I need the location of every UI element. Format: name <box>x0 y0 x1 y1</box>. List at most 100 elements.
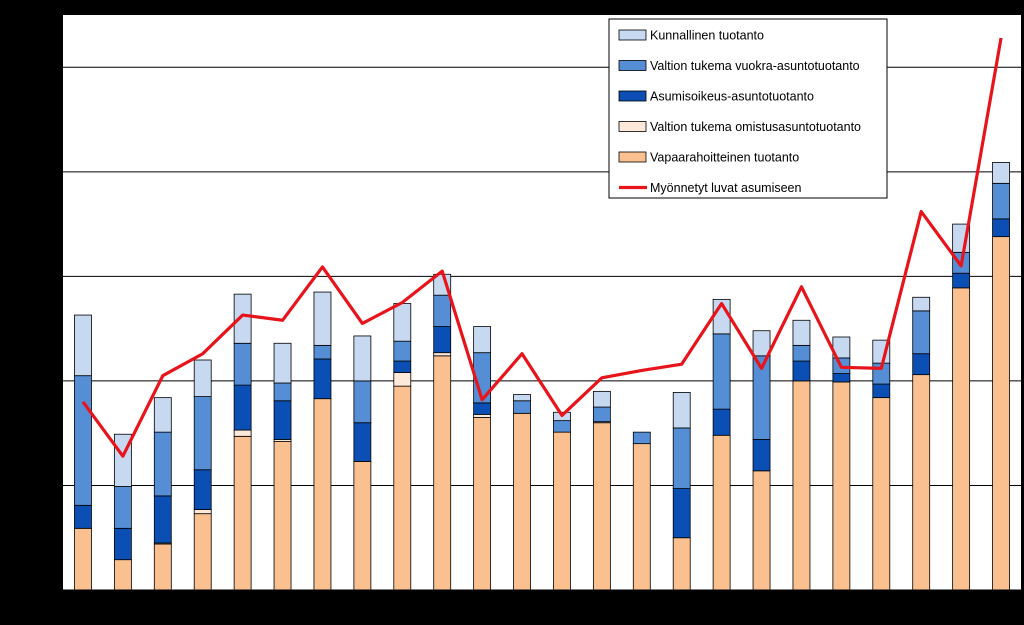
bar-segment-4 <box>353 380 372 424</box>
bar-segment-4 <box>553 420 571 433</box>
bar-segment-4 <box>193 396 212 471</box>
legend-swatch-2 <box>618 60 647 71</box>
bar-segment-5 <box>74 314 92 377</box>
bar-segment-1 <box>433 355 452 591</box>
legend-box <box>608 18 888 199</box>
bar-segment-1 <box>792 380 811 591</box>
x-tick-label: 2006 <box>549 600 576 614</box>
x-tick-label: 2004 <box>469 600 496 614</box>
bar-segment-3 <box>433 326 452 354</box>
x-tick-label: 1999 <box>269 600 296 614</box>
bar-segment-1 <box>832 381 851 591</box>
bar-segment-4 <box>113 486 132 529</box>
bar-segment-5 <box>313 291 332 346</box>
bar-segment-1 <box>353 461 372 591</box>
bar-segment-5 <box>992 162 1010 184</box>
y-tick-label: 3 000 <box>21 269 51 283</box>
x-tick-labels: 1994 1995 1996 1997 1998 1999 2000 2001 2002 2003… <box>70 600 1015 614</box>
permits-line-path <box>81 37 1003 458</box>
bar-segment-4 <box>233 342 252 386</box>
bar-segment-5 <box>473 326 492 354</box>
x-tick-label: 2017 <box>988 600 1015 614</box>
x-tick-label: 2013 <box>828 600 855 614</box>
bar-segment-2 <box>473 413 492 418</box>
bar-segment-1 <box>632 443 651 591</box>
x-tick-label: 2008 <box>628 600 655 614</box>
x-tick-label: 1995 <box>110 600 137 614</box>
legend-label: Valtion tukema vuokra-asuntotuotanto <box>650 59 860 73</box>
legend-swatch-3 <box>618 90 647 102</box>
x-tick-label: 2000 <box>309 600 336 614</box>
bar-segment-4 <box>672 427 691 489</box>
bar-segment-3 <box>912 353 931 376</box>
x-tick-label: 2003 <box>429 600 456 614</box>
bar-segment-1 <box>113 559 132 591</box>
bar-segment-2 <box>393 372 412 387</box>
bar-segment-4 <box>153 431 172 497</box>
x-tick-label: 2009 <box>668 600 695 614</box>
bar-segment-1 <box>473 417 492 591</box>
bar-segment-3 <box>712 408 731 436</box>
x-tick-label: 2001 <box>349 600 376 614</box>
bar-segment-1 <box>74 527 92 591</box>
bar-segment-5 <box>353 335 372 382</box>
legend-swatch-5 <box>618 151 647 163</box>
legend-swatch-1 <box>618 29 647 41</box>
bar-segment-4 <box>273 382 292 402</box>
bar-segment-1 <box>952 287 971 591</box>
bar-segment-5 <box>393 303 412 342</box>
x-tick-label: 2011 <box>749 600 775 614</box>
bar-segment-4 <box>712 333 731 410</box>
bar-segment-3 <box>393 360 412 373</box>
x-tick-label: 1998 <box>229 600 256 614</box>
bar-segment-1 <box>712 434 731 591</box>
bar-segment-2 <box>433 352 452 357</box>
bar-segment-3 <box>74 504 92 529</box>
permits-line <box>81 37 1003 458</box>
legend-label: Asumisoikeus-asuntotuotanto <box>650 90 814 104</box>
bar-segment-3 <box>473 402 492 415</box>
bar-segment-2 <box>233 429 252 437</box>
bar-segment-3 <box>952 272 971 289</box>
legend-label: Vapaarahoitteinen tuotanto <box>650 151 799 165</box>
x-tick-label: 1994 <box>70 600 97 614</box>
x-tick-label: 2012 <box>788 600 815 614</box>
legend-swatch-4 <box>618 121 647 132</box>
bar-segment-4 <box>393 340 412 362</box>
bar-segment-4 <box>992 182 1010 220</box>
bar-segment-5 <box>792 319 811 346</box>
bar-segment-1 <box>233 435 252 591</box>
bar-segment-4 <box>313 344 332 360</box>
bar-segment-3 <box>672 488 691 539</box>
bar-segment-1 <box>912 374 931 591</box>
bar-segment-3 <box>273 400 292 440</box>
bar-segment-3 <box>872 383 891 399</box>
x-tick-label: 2014 <box>868 600 895 614</box>
bar-segment-1 <box>672 537 691 591</box>
bar-segment-3 <box>193 469 212 510</box>
y-tick-label: 2 000 <box>21 374 51 388</box>
y-tick-labels: 0 1 000 2 000 3 000 4 000 5 000 <box>21 60 51 597</box>
x-tick-label: 1997 <box>189 600 216 614</box>
bar-segment-5 <box>273 342 292 384</box>
x-tick-label: 2016 <box>948 600 975 614</box>
bar-segment-3 <box>353 422 372 462</box>
bar-segment-3 <box>153 495 172 544</box>
bar-segment-1 <box>193 513 212 591</box>
bar-segment-5 <box>672 392 691 429</box>
legend-label: Myönnetyt luvat asumiseen <box>650 181 802 195</box>
bar-segment-1 <box>872 397 891 591</box>
y-tick-label: 4 000 <box>21 165 51 179</box>
bar-segment-5 <box>752 330 771 357</box>
x-tick-label: 2002 <box>389 600 416 614</box>
bar-segment-1 <box>513 412 531 591</box>
bar-segment-1 <box>992 236 1010 591</box>
bar-segment-3 <box>113 527 132 561</box>
bar-segment-5 <box>233 293 252 344</box>
bar-segment-1 <box>752 470 771 591</box>
bar-segment-3 <box>792 360 811 382</box>
bar-segment-4 <box>433 294 452 327</box>
x-tick-label: 2010 <box>708 600 735 614</box>
bar-segment-5 <box>513 394 531 402</box>
